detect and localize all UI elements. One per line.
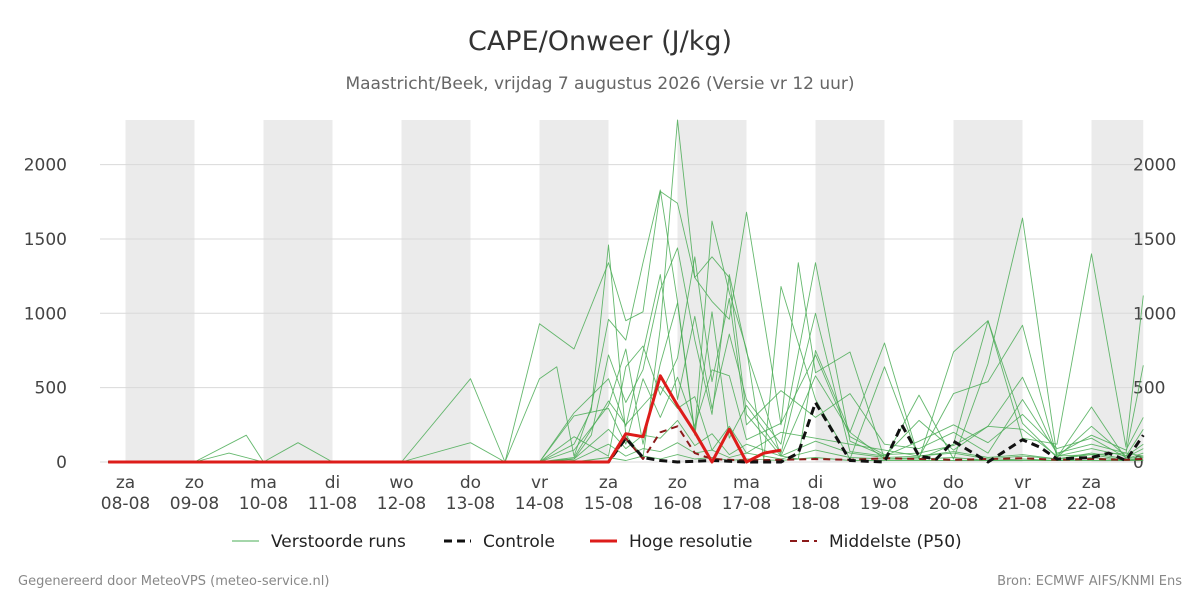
shade-band-7 bbox=[1091, 120, 1144, 462]
x-tick-date-7: 15-08 bbox=[584, 494, 633, 514]
x-tick-day-9: ma bbox=[733, 473, 760, 493]
x-tick-date-1: 09-08 bbox=[170, 494, 219, 514]
footer-source: Bron: ECMWF AIFS/KNMI Ens bbox=[997, 574, 1182, 589]
x-tick-date-8: 16-08 bbox=[653, 494, 702, 514]
y-tick-right-500: 500 bbox=[1133, 379, 1165, 399]
main-series bbox=[108, 374, 1145, 464]
series-high-res bbox=[108, 374, 782, 464]
legend: Verstoorde runs Controle Hoge resolutie … bbox=[232, 532, 962, 552]
x-tick-date-3: 11-08 bbox=[308, 494, 357, 514]
x-tick-day-2: ma bbox=[250, 473, 277, 493]
y-tick-left-0: 0 bbox=[56, 453, 67, 473]
x-tick-day-0: za bbox=[116, 473, 135, 493]
y-tick-right-0: 0 bbox=[1133, 453, 1144, 473]
x-tick-date-12: 20-08 bbox=[929, 494, 978, 514]
y-axis-right: 0 500 1000 1500 2000 bbox=[1133, 156, 1176, 473]
chart-subtitle: Maastricht/Beek, vrijdag 7 augustus 2026… bbox=[345, 74, 854, 94]
x-tick-day-13: vr bbox=[1014, 473, 1031, 493]
y-tick-right-2000: 2000 bbox=[1133, 156, 1176, 176]
shade-band-2 bbox=[401, 120, 471, 462]
x-tick-day-14: za bbox=[1082, 473, 1101, 493]
y-tick-right-1500: 1500 bbox=[1133, 230, 1176, 250]
shade-band-5 bbox=[815, 120, 885, 462]
x-tick-date-14: 22-08 bbox=[1067, 494, 1116, 514]
x-tick-day-4: wo bbox=[389, 473, 413, 493]
ensemble-run-1 bbox=[108, 190, 1144, 463]
x-tick-date-6: 14-08 bbox=[515, 494, 564, 514]
x-tick-date-13: 21-08 bbox=[998, 494, 1047, 514]
shade-band-0 bbox=[125, 120, 195, 462]
shade-band-6 bbox=[953, 120, 1023, 462]
x-tick-day-1: zo bbox=[185, 473, 204, 493]
x-tick-day-12: do bbox=[943, 473, 964, 493]
legend-label-high-res: Hoge resolutie bbox=[629, 532, 753, 552]
x-tick-date-5: 13-08 bbox=[446, 494, 495, 514]
y-tick-left-1000: 1000 bbox=[24, 304, 67, 324]
x-tick-date-2: 10-08 bbox=[239, 494, 288, 514]
x-tick-date-4: 12-08 bbox=[377, 494, 426, 514]
legend-label-control: Controle bbox=[483, 532, 555, 552]
x-tick-day-8: zo bbox=[668, 473, 687, 493]
x-tick-day-7: za bbox=[599, 473, 618, 493]
y-tick-left-2000: 2000 bbox=[24, 156, 67, 176]
x-tick-date-11: 19-08 bbox=[860, 494, 909, 514]
x-tick-day-6: vr bbox=[531, 473, 548, 493]
y-tick-left-500: 500 bbox=[35, 379, 67, 399]
chart-title: CAPE/Onweer (J/kg) bbox=[468, 26, 732, 57]
x-axis: za08-08zo09-08ma10-08di11-08wo12-08do13-… bbox=[101, 473, 1116, 514]
legend-label-median: Middelste (P50) bbox=[829, 532, 962, 552]
x-tick-day-11: wo bbox=[872, 473, 896, 493]
x-tick-date-0: 08-08 bbox=[101, 494, 150, 514]
y-tick-right-1000: 1000 bbox=[1133, 304, 1176, 324]
x-tick-date-10: 18-08 bbox=[791, 494, 840, 514]
footer-credit: Gegenereerd door MeteoVPS (meteo-service… bbox=[18, 574, 329, 589]
y-axis-left: 0 500 1000 1500 2000 bbox=[24, 156, 67, 473]
x-tick-date-9: 17-08 bbox=[722, 494, 771, 514]
x-tick-day-5: do bbox=[460, 473, 481, 493]
x-tick-day-10: di bbox=[808, 473, 824, 493]
shade-band-4 bbox=[677, 120, 747, 462]
legend-label-ensemble: Verstoorde runs bbox=[271, 532, 406, 552]
x-tick-day-3: di bbox=[325, 473, 341, 493]
y-tick-left-1500: 1500 bbox=[24, 230, 67, 250]
shade-band-1 bbox=[263, 120, 333, 462]
